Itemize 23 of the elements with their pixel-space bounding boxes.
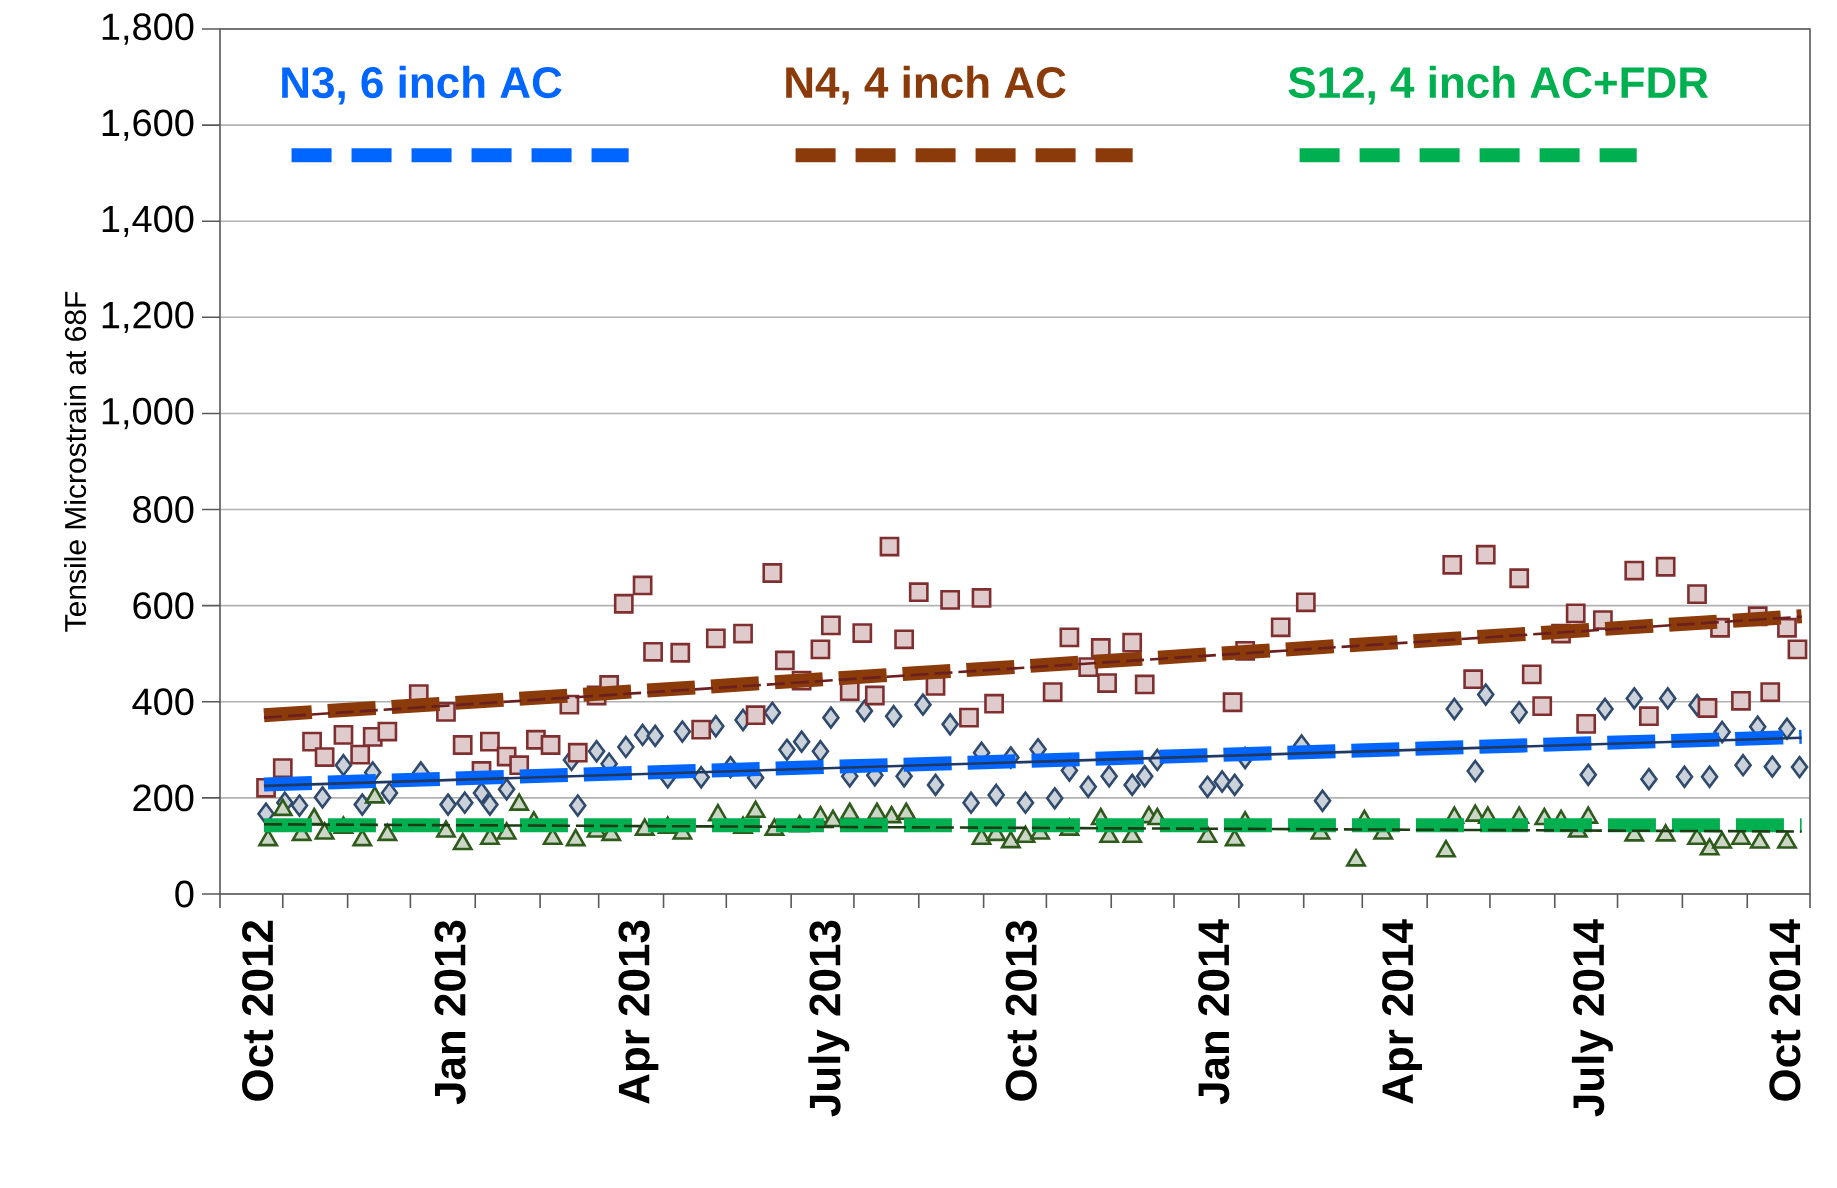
y-tick-label: 1,000 bbox=[102, 397, 194, 430]
x-tick-label: Jan 2013 bbox=[434, 920, 466, 1105]
x-tick-label: Jan 2014 bbox=[1198, 919, 1230, 1105]
y-tick-label: 800 bbox=[133, 496, 194, 523]
y-tick-label: 0 bbox=[175, 880, 194, 908]
x-tick-label: July 2014 bbox=[1571, 919, 1613, 1117]
text: N4, 4 inch AC bbox=[786, 65, 1066, 105]
x-tick-label: July 2013 bbox=[808, 920, 850, 1117]
x-tick-label: Oct 2012 bbox=[242, 920, 274, 1101]
text: S12, 4 inch AC+FDR bbox=[1288, 65, 1709, 105]
y-axis-title: Tensile Microstrain at 68F bbox=[64, 291, 87, 632]
y-tick-label: 200 bbox=[133, 784, 194, 812]
y-tick-label: 1,400 bbox=[102, 205, 194, 237]
x-tick-label: Oct 2014 bbox=[1769, 919, 1801, 1101]
x-tick-label: Apr 2014 bbox=[1382, 919, 1422, 1104]
y-tick-label: 1,600 bbox=[102, 109, 194, 141]
y-tick-label: 1,200 bbox=[102, 301, 194, 334]
y-tick-label: 1,800 bbox=[102, 13, 194, 45]
text: N3, 6 inch AC bbox=[282, 65, 562, 105]
y-tick-label: 600 bbox=[133, 592, 194, 620]
y-tick-label: 400 bbox=[132, 688, 194, 716]
x-tick-label: Apr 2013 bbox=[618, 920, 659, 1104]
x-tick-label: Oct 2013 bbox=[1005, 920, 1037, 1101]
